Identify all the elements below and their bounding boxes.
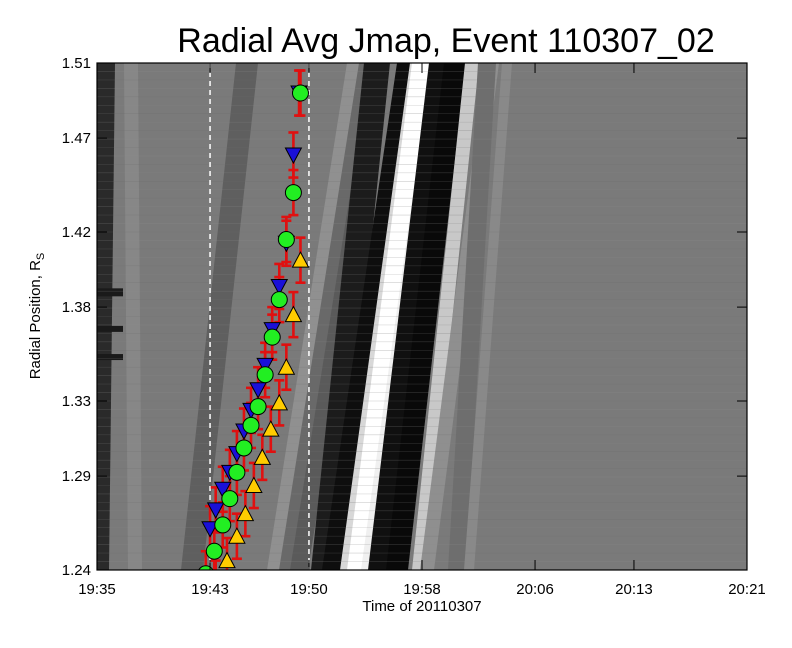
y-tick-label: 1.24 xyxy=(62,562,91,579)
y-tick-label: 1.47 xyxy=(62,130,91,147)
data-point-up-triangle xyxy=(218,551,236,569)
data-point-up-triangle xyxy=(228,527,246,544)
jmap-streak xyxy=(97,63,115,570)
data-point-up-triangle xyxy=(253,448,272,465)
data-point-circle xyxy=(235,439,253,457)
jmap-blotch xyxy=(97,354,123,361)
x-axis-label: Time of 20110307 xyxy=(362,598,481,615)
jmap-streak xyxy=(311,63,390,570)
data-point-down-triangle xyxy=(270,278,289,296)
data-point-down-triangle xyxy=(284,147,303,165)
y-axis-label: Radial Position, RS xyxy=(27,253,47,380)
jmap-image xyxy=(97,63,747,570)
y-tick-label: 1.29 xyxy=(62,468,91,485)
y-axis-label-subscript: S xyxy=(35,253,47,260)
data-point-circle xyxy=(249,398,267,416)
data-point-circle xyxy=(221,490,239,508)
jmap-streak xyxy=(412,63,479,570)
chart-title: Radial Avg Jmap, Event 110307_02 xyxy=(177,22,714,60)
data-point-circle xyxy=(270,291,288,309)
x-tick-label: 19:35 xyxy=(78,581,116,598)
data-point-circle xyxy=(228,463,246,481)
data-point-up-triangle xyxy=(284,305,303,323)
data-point-up-triangle xyxy=(245,476,263,493)
x-tick-label: 19:58 xyxy=(403,581,441,598)
data-point-up-triangle xyxy=(236,504,255,522)
data-point-up-triangle xyxy=(261,420,280,437)
data-point-up-triangle xyxy=(270,393,289,411)
jmap-blotch xyxy=(97,325,123,332)
y-tick-label: 1.38 xyxy=(62,299,91,316)
data-point-circle xyxy=(242,416,260,434)
x-tick-label: 20:13 xyxy=(615,581,653,598)
y-tick-label: 1.51 xyxy=(62,55,91,72)
jmap-streak xyxy=(448,63,496,570)
x-tick-label: 20:06 xyxy=(516,581,554,598)
data-point-circle xyxy=(205,542,223,560)
y-axis-label-main: Radial Position, R xyxy=(27,260,44,379)
data-point-circle xyxy=(198,565,214,570)
x-tick-label: 19:50 xyxy=(290,581,328,598)
data-point-down-triangle xyxy=(213,481,232,499)
axes: 19:35 19:43 19:50 19:58 20:06 20:13 20:21 1.24 1… xyxy=(62,55,766,598)
vertical-markers xyxy=(209,63,310,570)
data-point-circle xyxy=(291,84,309,102)
data-point-down-triangle xyxy=(201,521,219,538)
y-tick-label: 1.33 xyxy=(62,393,91,410)
jmap-streak xyxy=(124,63,142,570)
data-point-down-triangle xyxy=(206,502,225,519)
jmap-blotch xyxy=(97,288,123,297)
data-point-down-triangle xyxy=(256,357,274,375)
data-point-circle xyxy=(214,516,232,534)
data-series xyxy=(198,69,310,570)
jmap-streak xyxy=(464,63,512,570)
x-tick-label: 19:43 xyxy=(191,581,229,598)
data-point-circle xyxy=(284,184,302,202)
x-tick-label: 20:21 xyxy=(728,581,766,598)
jmap-streak xyxy=(386,63,466,570)
data-point-up-triangle xyxy=(291,251,310,268)
y-tick-label: 1.42 xyxy=(62,224,91,241)
data-point-circle xyxy=(263,328,281,346)
jmap-streak xyxy=(181,63,258,570)
data-point-up-triangle xyxy=(277,358,296,375)
data-point-down-triangle xyxy=(249,382,267,399)
data-point-circle xyxy=(277,231,295,249)
data-point-circle xyxy=(256,366,274,384)
